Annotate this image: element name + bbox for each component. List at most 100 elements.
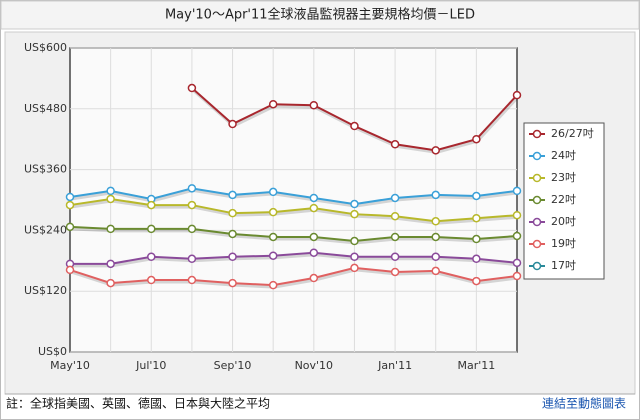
data-point	[309, 273, 319, 283]
data-point	[472, 234, 481, 244]
legend-marker	[532, 217, 542, 227]
data-point	[268, 232, 278, 242]
legend-marker	[532, 151, 542, 161]
legend-label: 26/27吋	[551, 127, 594, 140]
data-point	[309, 101, 319, 110]
y-tick-label: US$360	[24, 163, 67, 176]
plot-area	[69, 47, 518, 353]
legend-label: 20吋	[551, 215, 576, 228]
data-point	[187, 224, 197, 234]
series-line	[69, 187, 518, 206]
data-point	[106, 224, 115, 234]
x-tick-label: Sep'10	[214, 359, 252, 372]
data-point	[309, 248, 319, 257]
series-line-shadow	[70, 188, 519, 208]
data-point	[187, 83, 197, 93]
data-point	[268, 280, 278, 290]
x-tick-label: Jan'11	[377, 359, 412, 372]
series-line-shadow	[70, 268, 519, 289]
data-point	[431, 232, 440, 242]
data-point	[350, 252, 359, 261]
x-tick-label: Nov'10	[295, 359, 334, 372]
data-point	[512, 231, 522, 241]
data-point	[65, 192, 75, 202]
footer-note: 註：全球指美國、英國、德國、日本與大陸之平均	[6, 396, 270, 411]
data-point	[350, 236, 359, 246]
data-point	[431, 266, 440, 276]
data-point	[512, 258, 522, 268]
legend-marker	[532, 195, 542, 205]
legend-label: 23吋	[551, 171, 576, 184]
data-point	[268, 187, 278, 197]
data-point	[187, 254, 197, 264]
data-point	[309, 193, 319, 203]
data-point	[228, 208, 237, 218]
chart-title: May'10～Apr'11全球液晶監視器主要規格均價－LED	[165, 7, 475, 23]
data-point	[390, 252, 400, 261]
data-point	[228, 190, 237, 200]
data-point	[472, 276, 481, 286]
series-line-shadow	[70, 199, 519, 225]
legend-marker	[532, 173, 542, 183]
chart-link[interactable]: 連結至動態圖表	[542, 396, 626, 411]
legend-marker	[532, 239, 542, 249]
x-tick-label: Jul'10	[135, 359, 166, 372]
data-point	[309, 232, 319, 242]
series-line	[69, 197, 518, 223]
data-point	[350, 199, 359, 209]
data-point	[431, 190, 440, 200]
data-point	[228, 278, 237, 288]
data-point	[390, 267, 400, 277]
data-point	[350, 121, 359, 131]
data-point	[106, 278, 115, 288]
y-tick-label: US$480	[24, 102, 67, 115]
data-point	[106, 186, 115, 196]
data-point	[65, 222, 75, 232]
data-point	[65, 265, 75, 275]
title-bar	[0, 0, 640, 30]
data-point	[390, 140, 400, 149]
data-point	[187, 200, 197, 210]
data-point	[390, 232, 400, 242]
data-point	[512, 271, 522, 281]
data-point	[268, 207, 278, 217]
y-tick-label: US$120	[24, 284, 67, 297]
series-line-shadow	[70, 227, 519, 245]
series-line	[69, 225, 518, 243]
series-line	[70, 251, 518, 265]
y-tick-label: US$0	[38, 345, 67, 358]
data-point	[147, 200, 156, 210]
data-point	[309, 203, 319, 213]
data-point	[431, 252, 440, 261]
data-point	[431, 146, 440, 155]
legend-marker	[532, 129, 542, 139]
data-point	[512, 186, 522, 196]
x-tick-label: May'10	[50, 359, 90, 372]
data-point	[106, 194, 115, 204]
series-line	[69, 266, 518, 287]
data-point	[187, 275, 197, 285]
data-point	[106, 259, 115, 269]
data-point	[268, 99, 278, 109]
data-point	[228, 229, 237, 239]
data-point	[512, 90, 522, 100]
data-point	[228, 252, 237, 261]
data-point	[65, 200, 75, 210]
y-tick-label: US$240	[24, 223, 67, 236]
series-line-shadow	[71, 253, 519, 268]
data-point	[228, 119, 237, 129]
legend-label: 22吋	[551, 193, 576, 206]
y-tick-label: US$600	[24, 41, 67, 54]
data-point	[472, 191, 481, 201]
data-point	[390, 193, 400, 203]
legend-label: 24吋	[551, 149, 576, 162]
data-point	[147, 224, 156, 234]
data-point	[472, 134, 481, 144]
legend-marker	[532, 261, 542, 271]
data-point	[147, 275, 156, 285]
data-point	[472, 254, 481, 264]
data-point	[350, 263, 359, 273]
data-point	[512, 210, 522, 220]
